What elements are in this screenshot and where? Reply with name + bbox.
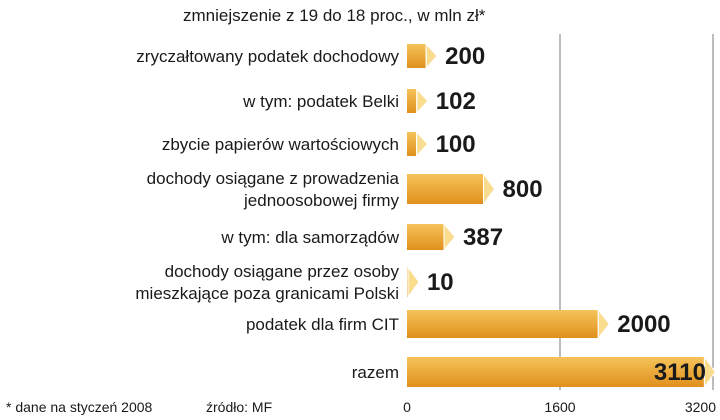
bar [407,308,610,340]
category-label: zbycie papierów wartościowych [162,135,399,154]
value-label: 200 [445,43,485,70]
value-label: 10 [427,269,454,296]
bar [407,222,456,252]
bar [407,42,438,70]
value-label: 800 [503,176,543,203]
value-label: 102 [436,88,476,115]
footnote: * dane na styczeń 2008 [6,399,153,415]
x-tick-label: 0 [403,399,411,415]
value-label: 2000 [617,311,670,338]
source-note: źródło: MF [206,399,272,415]
value-label: 3110 [654,359,706,386]
value-label: 387 [463,224,503,251]
x-tick-label: 3200 [685,399,716,415]
bar [407,355,717,389]
category-label: podatek dla firm CIT [246,315,399,334]
category-label: w tym: podatek Belki [242,92,399,111]
value-label: 100 [436,131,476,158]
x-tick-label: 1600 [544,399,575,415]
category-label: w tym: dla samorządów [220,228,399,247]
bar [407,172,496,206]
category-label: zryczałtowany podatek dochodowy [136,47,399,66]
bar [407,265,420,299]
bar [407,130,429,158]
x-axis-ticks: 0 1600 3200 [403,399,716,415]
bars-layer [407,42,717,389]
chart-subtitle: zmniejszenie z 19 do 18 proc., w mln zł* [183,6,486,25]
category-label: razem [352,363,399,382]
category-label: dochody osiągane przez osoby mieszkające … [135,262,399,303]
category-label: dochody osiągane z prowadzenia jednoosobo… [147,169,400,210]
category-labels: zryczałtowany podatek dochodowy w tym: po… [135,47,399,382]
bar [407,87,429,115]
